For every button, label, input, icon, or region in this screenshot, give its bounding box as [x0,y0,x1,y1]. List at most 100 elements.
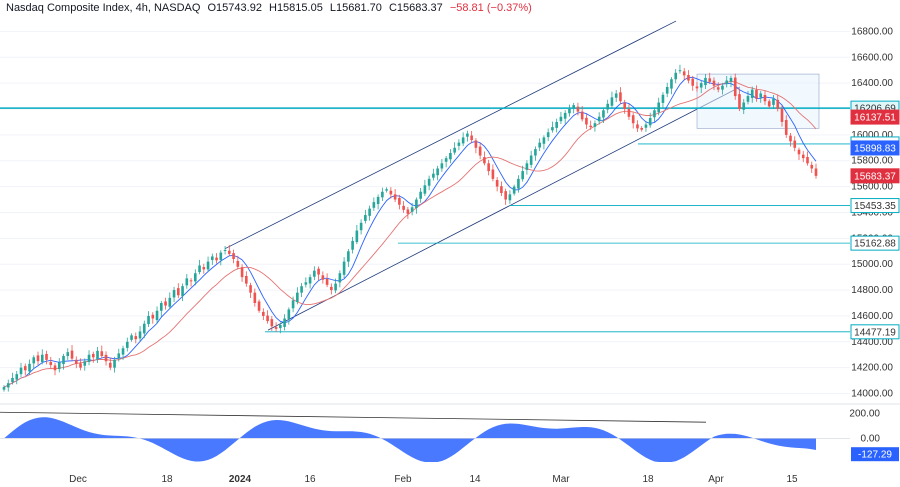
candle-body [716,87,720,90]
candle-body [317,268,320,275]
candle-body [330,286,333,291]
price-tag-label: 16137.51 [854,113,896,124]
candle-body [253,292,257,303]
candle-body [313,270,316,277]
candle-body [487,163,490,172]
candle-body [525,163,529,170]
y-tick-label: 14800.00 [851,285,893,296]
y-tick-label: 14000.00 [851,389,893,400]
candle-body [351,240,354,250]
y-tick-label: 15000.00 [851,259,893,270]
candle-body [325,278,329,285]
candle-body [104,354,108,362]
candle-body [678,70,682,72]
oscillator-trendline [0,411,707,423]
candle-body [53,365,57,371]
candle-body [23,366,27,371]
candle-body [576,106,580,112]
candle-body [555,121,558,128]
osc-last-value: -127.29 [858,450,892,461]
candle-body [661,94,665,103]
candle-body [589,125,592,128]
candle-body [138,331,142,339]
candle-body [142,323,146,334]
candle-body [704,77,707,86]
candle-body [415,199,418,209]
candle-body [767,101,771,107]
candle-body [236,260,240,267]
candle-body [385,189,388,191]
price-tag-label: 15453.35 [854,201,896,212]
candle-body [742,102,746,110]
candle-body [232,253,235,260]
candle-body [15,374,19,380]
candle-body [240,267,244,278]
candle-body [508,194,512,201]
y-tick-label: 15800.00 [851,156,893,167]
candle-body [597,116,601,122]
y-tick-label: 16800.00 [851,26,893,37]
candle-body [406,209,410,214]
candle-body [28,363,31,372]
candle-body [108,362,112,368]
candle-body [504,191,507,200]
candle-body [810,164,814,169]
candle-body [538,142,541,148]
candle-body [572,105,575,108]
candle-body [797,149,801,155]
candle-body [733,77,737,97]
x-tick-label: 2024 [229,474,252,485]
candle-body [474,140,478,148]
range-box [696,73,820,129]
candle-body [410,207,414,212]
candle-body [542,137,546,144]
candle-body [449,152,452,160]
y-tick-label: 16600.00 [851,52,893,63]
candle-body [168,297,172,307]
annotations [0,20,850,333]
candle-body [610,97,614,106]
candle-body [665,87,669,94]
y-tick-label: 16400.00 [851,78,893,89]
candle-body [270,319,274,327]
candle-body [6,383,10,388]
candle-body [432,173,435,178]
candle-body [206,261,210,270]
candle-body [121,348,125,355]
candle-body [164,301,167,306]
x-tick-label: 18 [642,474,654,485]
x-tick-label: Feb [394,474,412,485]
candle-body [296,292,299,302]
price-tag [850,109,900,125]
candle-body [500,186,503,194]
candle-body [32,357,36,364]
x-tick-label: 15 [786,474,798,485]
candle-body [91,353,95,358]
channel-lower-line [267,86,741,331]
candle-body [274,327,278,329]
osc-tick-label: 0.00 [861,433,881,444]
close-value: C15683.37 [388,2,443,14]
time-axis: Dec 18 2024 16 Feb 14 Mar 18 Apr 15 [69,474,798,485]
candle-body [614,93,618,98]
ma-slow-line [3,80,817,388]
low-value: L15681.70 [329,2,382,14]
candle-body [211,256,214,261]
candle-body [11,378,14,383]
candle-body [602,110,605,118]
symbol-label[interactable]: Nasdaq Composite Index, 4h, NASDAQ [6,2,201,14]
price-tags: 16206.6916137.5115929.8515898.8315683.37… [850,100,900,340]
candle-body [466,133,469,137]
candle-body [780,108,784,122]
candle-body [279,324,282,329]
candles [2,64,818,392]
candle-body [266,315,269,322]
candle-body [563,112,567,119]
osc-last-tag [851,447,899,462]
candle-body [66,352,70,357]
candle-body [457,142,461,146]
candle-body [393,194,397,200]
candle-body [453,147,456,153]
candle-body [551,127,554,131]
